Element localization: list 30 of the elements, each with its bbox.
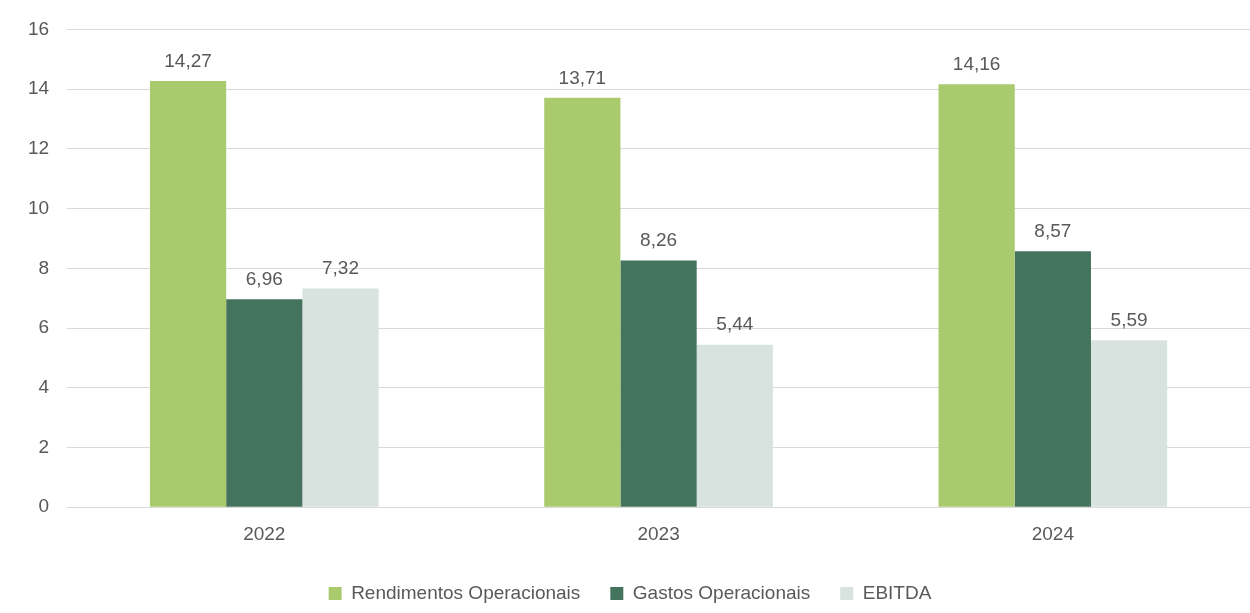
bar [938, 84, 1015, 507]
data-label: 5,44 [716, 313, 754, 335]
y-tick-label: 10 [27, 196, 50, 218]
data-label: 14,16 [952, 53, 1001, 75]
data-label: 5,59 [1110, 309, 1148, 330]
y-tick-label: 8 [38, 256, 50, 278]
data-label: 14,27 [164, 49, 212, 71]
y-tick-label: 16 [27, 17, 50, 39]
y-tick-label: 0 [38, 495, 50, 517]
bar [620, 260, 697, 507]
x-tick-label: 2024 [1031, 522, 1075, 544]
data-label: 13,71 [558, 66, 607, 88]
data-label: 7,32 [322, 257, 359, 279]
legend-label: Rendimentos Operacionais [351, 581, 581, 603]
legend-label: EBITDA [862, 581, 932, 603]
bar [226, 299, 303, 507]
data-label: 8,26 [640, 229, 678, 251]
y-tick-label: 14 [27, 77, 50, 99]
y-tick-label: 6 [38, 316, 50, 338]
y-tick-label: 4 [38, 375, 50, 397]
x-tick-label: 2023 [637, 522, 680, 544]
y-tick-label: 2 [38, 435, 50, 457]
data-label: 8,57 [1034, 220, 1072, 242]
y-tick-label: 12 [27, 137, 50, 159]
legend-label: Gastos Operacionais [632, 581, 811, 603]
bar [544, 97, 621, 507]
bar [1014, 251, 1091, 507]
data-label: 6,96 [245, 268, 283, 290]
x-tick-label: 2022 [243, 522, 286, 544]
bar [149, 81, 227, 507]
